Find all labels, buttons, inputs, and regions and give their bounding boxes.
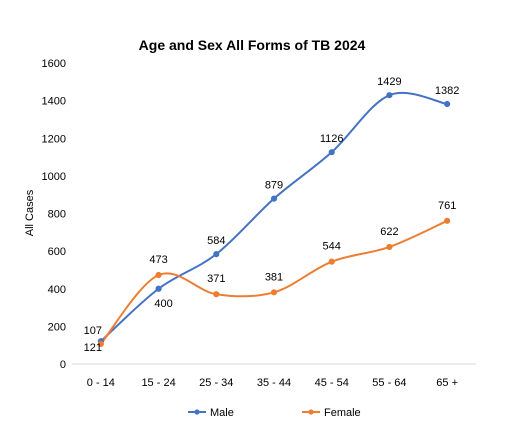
chart-title: Age and Sex All Forms of TB 2024 — [139, 37, 366, 53]
legend-label-female: Female — [324, 407, 361, 419]
series-points — [97, 92, 451, 347]
data-point-male — [328, 149, 335, 156]
data-point-male — [386, 92, 393, 99]
y-tick-label: 200 — [48, 321, 66, 333]
data-point-male — [213, 251, 220, 258]
y-tick-label: 400 — [48, 284, 66, 296]
legend-label-male: Male — [210, 407, 234, 419]
data-point-female — [155, 271, 162, 279]
data-point-female — [328, 258, 335, 265]
data-point-female — [213, 291, 220, 298]
y-tick-label: 0 — [60, 359, 66, 371]
data-point-female — [270, 289, 278, 296]
y-tick-label: 1000 — [42, 171, 66, 183]
data-label-female: 622 — [380, 226, 398, 238]
data-label-female: 107 — [84, 325, 102, 337]
data-point-male — [270, 195, 278, 202]
x-tick-label: 45 - 54 — [315, 377, 349, 389]
data-label-female: 371 — [207, 273, 225, 285]
series-line-male — [99, 91, 449, 343]
data-point-female — [444, 217, 451, 224]
data-label-female: 473 — [149, 254, 167, 266]
y-tick-label: 800 — [48, 209, 66, 221]
x-tick-label: 25 - 34 — [199, 377, 233, 389]
data-point-female — [386, 243, 393, 251]
legend: Male Female — [188, 407, 361, 419]
data-point-male — [155, 285, 162, 292]
y-axis-label: All Cases — [24, 189, 36, 236]
series-lines — [99, 91, 449, 345]
y-axis-ticks: 0 200 400 600 800 1000 1200 1400 1600 — [42, 58, 66, 371]
data-label-male: 1126 — [320, 133, 344, 145]
y-tick-label: 1200 — [42, 133, 66, 145]
data-label-male: 1382 — [435, 85, 459, 97]
x-tick-label: 35 - 44 — [257, 377, 291, 389]
data-label-male: 584 — [207, 235, 225, 247]
data-point-female — [97, 340, 104, 347]
data-label-male: 879 — [265, 180, 283, 192]
x-tick-label: 0 - 14 — [87, 377, 115, 389]
y-tick-label: 1600 — [42, 58, 66, 70]
data-label-female: 381 — [265, 271, 283, 283]
data-point-male — [444, 100, 451, 108]
x-tick-label: 65 + — [436, 377, 458, 389]
data-label-male: 1429 — [377, 76, 401, 88]
y-tick-label: 1400 — [42, 96, 66, 108]
x-tick-label: 55 - 64 — [372, 377, 406, 389]
y-tick-label: 600 — [48, 246, 66, 258]
data-label-female: 544 — [323, 241, 341, 253]
data-labels: 121 400 584 879 1126 1429 1382 107 473 371 381 544 6… — [84, 76, 460, 354]
x-axis-ticks: 0 - 14 15 - 24 25 - 34 35 - 44 45 - 54 55 - 6… — [87, 377, 458, 389]
data-label-male: 400 — [154, 298, 172, 310]
data-label-male: 121 — [84, 342, 102, 354]
x-tick-label: 15 - 24 — [141, 377, 175, 389]
legend-marker-female — [308, 409, 314, 415]
data-label-female: 761 — [438, 200, 456, 212]
legend-marker-male — [194, 409, 200, 415]
